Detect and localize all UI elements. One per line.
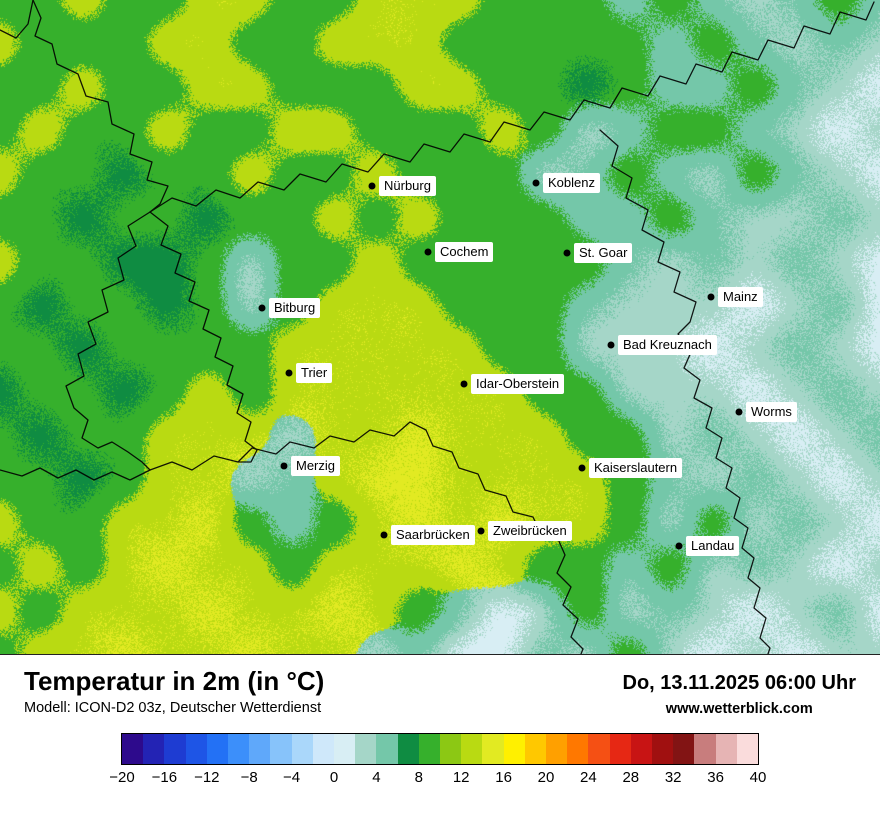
border-line [0, 0, 34, 39]
border-line [0, 467, 151, 481]
legend-tick-label: −4 [283, 769, 301, 786]
city-marker [707, 293, 715, 301]
legend-tick-label: −12 [194, 769, 220, 786]
legend-cell [652, 734, 674, 764]
city-marker [477, 527, 485, 535]
city-marker [424, 248, 432, 256]
datetime-label: Do, 13.11.2025 06:00 Uhr [622, 672, 856, 694]
legend-cell [249, 734, 271, 764]
legend-tick-label: −8 [240, 769, 258, 786]
legend-cell [630, 734, 653, 764]
city-label: Nürburg [379, 176, 436, 196]
legend-cell [355, 734, 377, 764]
legend-cell [164, 734, 186, 764]
legend-tick-label: 8 [414, 769, 423, 786]
city-marker [675, 542, 683, 550]
page-title: Temperatur in 2m (in °C) [24, 666, 325, 696]
border-line [149, 421, 584, 654]
footer-left: Temperatur in 2m (in °C) Modell: ICON-D2… [24, 667, 324, 716]
city-label: Worms [746, 402, 797, 422]
city-marker [380, 531, 388, 539]
legend-tick-label: 20 [537, 769, 555, 786]
city-label: Cochem [435, 242, 494, 262]
city-label: St. Goar [574, 243, 633, 263]
border-line [32, 0, 169, 471]
legend-cell [609, 734, 631, 764]
legend-cell [736, 734, 759, 764]
legend-tick-label: 4 [372, 769, 381, 786]
map-footer: Temperatur in 2m (in °C) Modell: ICON-D2… [0, 655, 880, 830]
legend-cell [228, 734, 250, 764]
city-label: Bitburg [269, 298, 321, 318]
city-marker [735, 408, 743, 416]
legend-cell [312, 734, 335, 764]
legend-tick-labels: −20 −16 −12 −8 −4 0 4 8 12 16 20 24 28 32 36 40 [109, 769, 766, 791]
model-label: Modell: ICON-D2 03z, Deutscher Wetterdie… [24, 699, 322, 716]
legend-cell [503, 734, 525, 764]
legend-cell [461, 734, 483, 764]
legend-cell [334, 734, 356, 764]
legend-cell [673, 734, 695, 764]
legend-cell [694, 734, 716, 764]
website-label: www.wetterblick.com [665, 701, 813, 717]
legend-cell [143, 734, 165, 764]
legend-cell [397, 734, 419, 764]
legend-tick-label: 40 [749, 769, 767, 786]
city-marker [563, 249, 571, 257]
legend-colorbar [121, 733, 759, 765]
border-line [599, 129, 771, 654]
city-markers-layer: Nürburg Koblenz Cochem St. Goar Bitburg Mainz… [258, 173, 797, 556]
legend-cell [376, 734, 398, 764]
city-label: Merzig [291, 456, 341, 476]
city-label: Zweibrücken [488, 521, 572, 541]
city-marker [578, 464, 586, 472]
city-marker [258, 304, 266, 312]
city-label: Idar-Oberstein [471, 374, 565, 394]
legend-tick-label: 16 [495, 769, 512, 786]
legend-cell [524, 734, 547, 764]
border-line [149, 1, 875, 213]
temperature-legend: −20 −16 −12 −8 −4 0 4 8 12 16 20 24 28 32 36 40 [24, 733, 856, 791]
legend-tick-label: 0 [329, 769, 339, 786]
legend-cell [206, 734, 229, 764]
legend-cell [482, 734, 504, 764]
legend-tick-label: 24 [580, 769, 597, 786]
legend-cell [567, 734, 589, 764]
city-label: Trier [296, 363, 333, 383]
city-marker [280, 462, 288, 470]
legend-cell [122, 734, 144, 764]
city-marker [460, 380, 468, 388]
legend-cell [270, 734, 292, 764]
legend-tick-label: 28 [622, 769, 640, 786]
legend-tick-label: −16 [151, 769, 178, 786]
legend-tick-label: −20 [109, 769, 135, 786]
map-border-overlay [0, 0, 875, 654]
legend-cell [291, 734, 313, 764]
border-line [149, 211, 258, 463]
city-label: Saarbrücken [391, 525, 475, 545]
footer-header: Temperatur in 2m (in °C) Modell: ICON-D2… [24, 667, 856, 717]
legend-cell [546, 734, 568, 764]
legend-cell [588, 734, 610, 764]
legend-cell [440, 734, 462, 764]
city-marker [607, 341, 615, 349]
city-label: Mainz [718, 287, 763, 307]
footer-right: Do, 13.11.2025 06:00 Uhr www.wetterblick… [623, 667, 856, 717]
city-label: Kaiserslautern [589, 458, 683, 478]
city-marker [368, 182, 376, 190]
legend-cell [185, 734, 207, 764]
city-label: Bad Kreuznach [618, 335, 717, 355]
city-label: Koblenz [543, 173, 600, 193]
legend-cell [418, 734, 441, 764]
legend-tick-label: 36 [707, 769, 724, 786]
legend-tick-label: 12 [452, 769, 470, 786]
city-marker [285, 369, 293, 377]
legend-tick-label: 32 [664, 769, 682, 786]
temperature-map: Nürburg Koblenz Cochem St. Goar Bitburg Mainz… [0, 0, 880, 655]
legend-cell [715, 734, 737, 764]
city-label: Landau [686, 536, 740, 556]
city-marker [532, 179, 540, 187]
